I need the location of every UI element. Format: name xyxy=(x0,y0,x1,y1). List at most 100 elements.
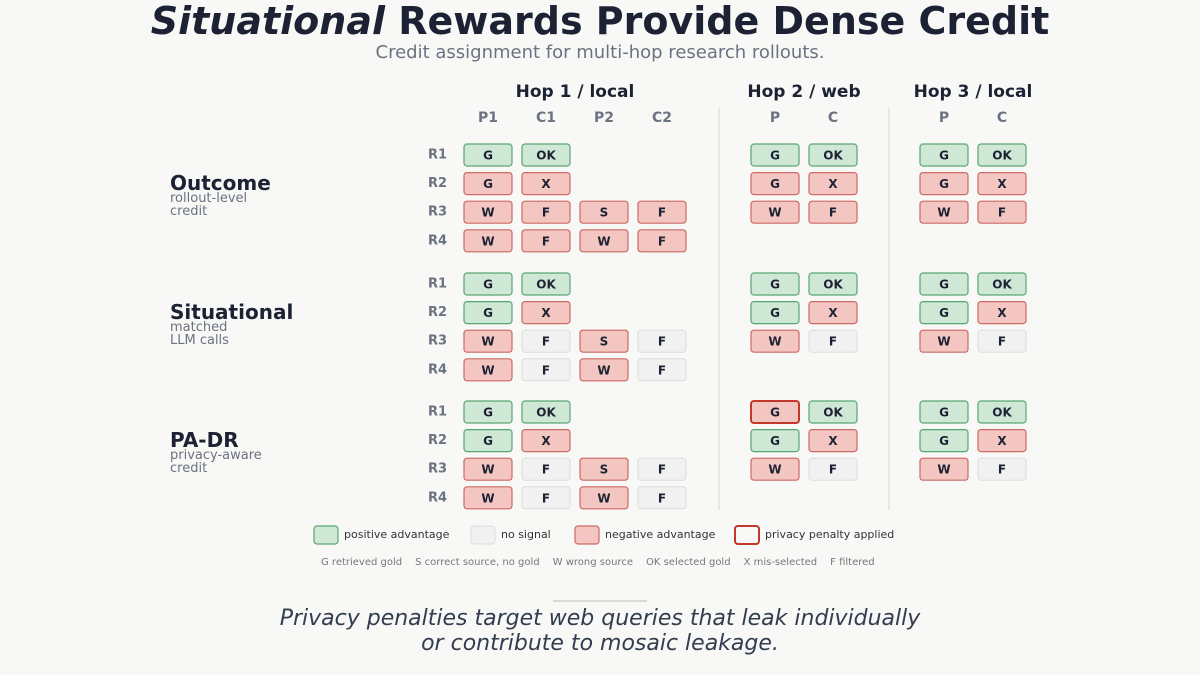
key-item: G retrieved gold xyxy=(321,557,402,568)
cell xyxy=(637,229,687,253)
cell xyxy=(637,358,687,382)
cell xyxy=(521,143,571,167)
legend-label: no signal xyxy=(501,528,551,541)
hop-label: Hop 2 / web xyxy=(747,82,860,102)
cell xyxy=(463,429,513,453)
cell-label: W xyxy=(937,335,950,349)
cell xyxy=(579,329,629,353)
cell xyxy=(808,429,858,453)
cell-label: OK xyxy=(823,278,843,292)
column-header: P1 xyxy=(478,110,498,126)
cell xyxy=(463,457,513,481)
cell-label: F xyxy=(829,463,837,477)
cell xyxy=(919,200,969,224)
cell-label: W xyxy=(597,363,610,377)
cell xyxy=(919,143,969,167)
row-label: R1 xyxy=(428,405,447,420)
legend-label: privacy penalty applied xyxy=(765,528,894,541)
legend-label: positive advantage xyxy=(344,528,450,541)
cell-label: F xyxy=(542,335,550,349)
cell-label: F xyxy=(829,206,837,220)
cell-label: X xyxy=(828,434,838,448)
cell xyxy=(579,200,629,224)
cell-label: F xyxy=(998,335,1006,349)
column-header: P xyxy=(770,110,780,126)
cell xyxy=(808,143,858,167)
cell xyxy=(463,229,513,253)
cell-label: X xyxy=(997,306,1007,320)
cell xyxy=(521,301,571,325)
cell xyxy=(977,200,1027,224)
cell-label: W xyxy=(481,491,494,505)
cell-label: W xyxy=(597,491,610,505)
cell-label: S xyxy=(600,335,609,349)
cell xyxy=(750,329,800,353)
section-desc: LLM calls xyxy=(170,333,229,348)
cell-label: W xyxy=(481,363,494,377)
cell-label: OK xyxy=(992,278,1012,292)
cell-label: W xyxy=(481,335,494,349)
cell-label: F xyxy=(829,335,837,349)
cell xyxy=(637,200,687,224)
cell xyxy=(808,301,858,325)
row-label: R4 xyxy=(428,233,447,248)
cell-label: W xyxy=(937,206,950,220)
cell-label: G xyxy=(483,434,493,448)
cell-label: G xyxy=(483,149,493,163)
cell-label: G xyxy=(770,278,780,292)
cell-label: G xyxy=(770,306,780,320)
cell xyxy=(750,400,800,424)
cell-label: S xyxy=(600,463,609,477)
cell-label: X xyxy=(541,177,551,191)
cell xyxy=(808,400,858,424)
cell xyxy=(977,329,1027,353)
row-label: R4 xyxy=(428,362,447,377)
cell-label: G xyxy=(939,278,949,292)
cell xyxy=(579,457,629,481)
cell-label: OK xyxy=(992,406,1012,420)
cell xyxy=(463,200,513,224)
row-label: R4 xyxy=(428,490,447,505)
cell xyxy=(579,358,629,382)
cell xyxy=(463,172,513,196)
cell xyxy=(977,272,1027,296)
cell-label: G xyxy=(770,177,780,191)
cell xyxy=(808,272,858,296)
key-item: X mis-selected xyxy=(744,557,818,568)
cell xyxy=(977,301,1027,325)
cell-label: F xyxy=(998,206,1006,220)
section-desc: credit xyxy=(170,461,207,476)
cell xyxy=(977,172,1027,196)
row-label: R1 xyxy=(428,277,447,292)
cell-label: F xyxy=(542,491,550,505)
cell xyxy=(579,486,629,510)
cell-label: F xyxy=(658,206,666,220)
cell-label: G xyxy=(483,406,493,420)
cell xyxy=(750,272,800,296)
cell-label: F xyxy=(658,491,666,505)
cell xyxy=(808,172,858,196)
cell xyxy=(750,172,800,196)
row-label: R1 xyxy=(428,148,447,163)
column-header: C xyxy=(828,110,838,126)
cell-label: OK xyxy=(823,149,843,163)
cell-label: X xyxy=(541,306,551,320)
subtitle: Credit assignment for multi-hop research… xyxy=(376,42,825,63)
legend-swatch xyxy=(574,525,600,545)
cell-label: G xyxy=(483,278,493,292)
column-header: P xyxy=(939,110,949,126)
key-item: W wrong source xyxy=(553,557,633,568)
cell xyxy=(463,358,513,382)
cell xyxy=(463,486,513,510)
cell-label: W xyxy=(768,463,781,477)
cell xyxy=(521,358,571,382)
cell-label: X xyxy=(828,306,838,320)
cell xyxy=(463,400,513,424)
hop-label: Hop 1 / local xyxy=(516,82,635,102)
cell-label: G xyxy=(939,434,949,448)
cell xyxy=(919,457,969,481)
cell xyxy=(521,457,571,481)
cell xyxy=(919,400,969,424)
cell xyxy=(521,329,571,353)
cell-label: X xyxy=(541,434,551,448)
